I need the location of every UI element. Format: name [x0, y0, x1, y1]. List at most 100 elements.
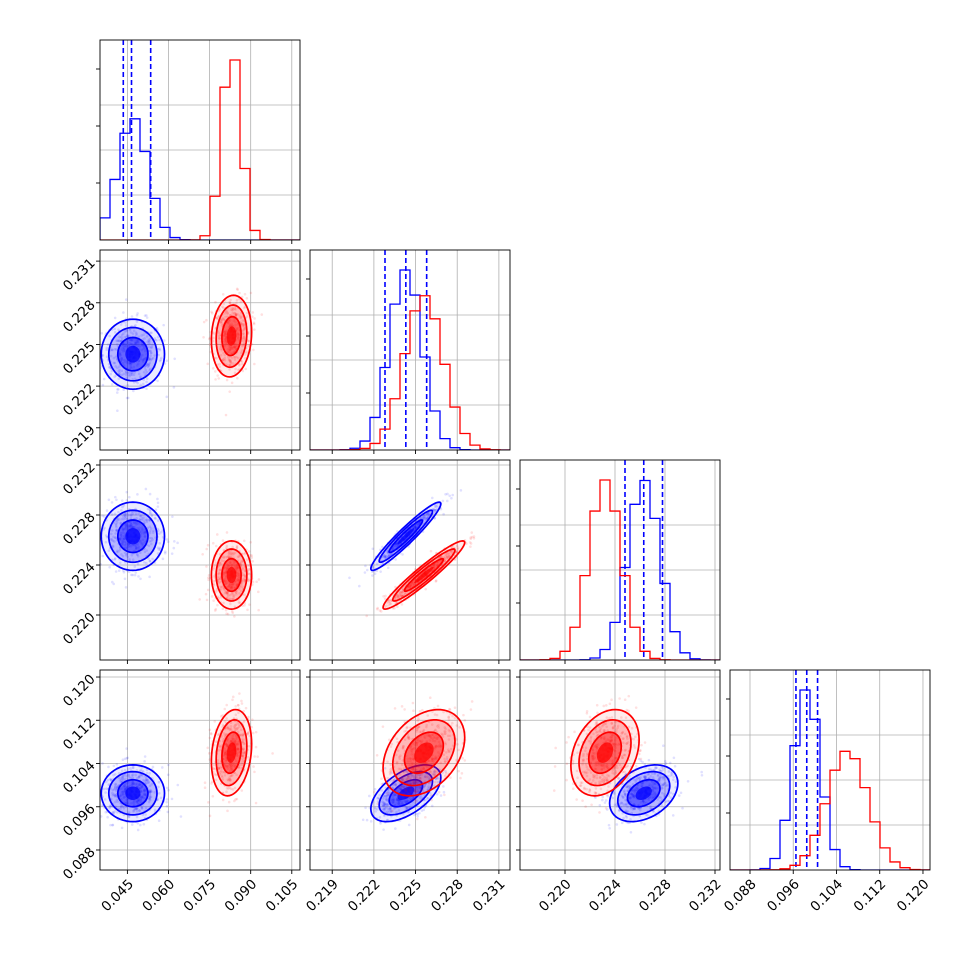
scatter-point — [397, 802, 400, 805]
scatter-point — [211, 367, 215, 370]
scatter-point — [236, 703, 240, 707]
scatter-point — [420, 773, 423, 777]
scatter-point — [419, 777, 423, 780]
scatter-point — [416, 817, 419, 821]
scatter-point — [469, 545, 472, 548]
scatter-point — [218, 347, 222, 350]
scatter-point — [229, 739, 233, 743]
scatter-point — [127, 362, 131, 365]
scatter-point — [150, 331, 153, 335]
scatter-point — [120, 337, 124, 341]
scatter-point — [410, 757, 413, 761]
scatter-point — [256, 755, 259, 758]
scatter-point — [633, 807, 637, 811]
scatter-point — [442, 785, 445, 788]
scatter-point — [416, 778, 420, 782]
scatter-point — [451, 493, 455, 497]
scatter-point — [142, 789, 146, 793]
scatter-point — [148, 525, 152, 529]
scatter-point — [129, 523, 133, 526]
scatter-point — [421, 708, 424, 712]
scatter-point — [216, 374, 219, 377]
scatter-point — [228, 779, 232, 782]
scatter-point — [414, 798, 418, 802]
scatter-point — [218, 365, 222, 368]
scatter-point — [147, 544, 151, 548]
scatter-point — [417, 717, 420, 721]
scatter-point — [212, 767, 215, 770]
scatter-point — [121, 343, 125, 346]
contour-line-0 — [100, 501, 166, 572]
scatter-point — [224, 579, 228, 583]
scatter-point — [450, 546, 454, 549]
scatter-point — [237, 765, 241, 769]
scatter-point — [225, 742, 228, 746]
scatter-point — [238, 592, 241, 595]
scatter-point — [127, 815, 131, 818]
scatter-point — [118, 354, 121, 357]
scatter-point — [149, 795, 153, 799]
scatter-point — [143, 530, 146, 534]
scatter-point — [129, 362, 133, 365]
scatter-point — [115, 529, 118, 533]
scatter-point — [135, 782, 139, 786]
scatter-point — [233, 307, 237, 311]
scatter-point — [238, 314, 242, 317]
scatter-point — [424, 761, 427, 764]
scatter-point — [219, 562, 223, 565]
scatter-point — [143, 521, 146, 524]
scatter-point — [253, 328, 256, 331]
scatter-point — [123, 360, 127, 364]
scatter-point — [409, 745, 412, 749]
scatter-point — [435, 792, 439, 796]
scatter-point — [243, 751, 246, 754]
scatter-point — [390, 809, 393, 813]
scatter-point — [226, 727, 229, 730]
scatter-point — [659, 775, 662, 779]
scatter-point — [243, 742, 246, 746]
scatter-point — [397, 800, 401, 804]
scatter-point — [235, 565, 239, 568]
scatter-point — [115, 339, 118, 343]
scatter-point — [119, 804, 123, 808]
scatter-point — [218, 766, 222, 769]
scatter-point — [120, 775, 124, 778]
scatter-point — [233, 740, 237, 743]
scatter-point — [232, 561, 236, 564]
scatter-point — [224, 338, 227, 341]
scatter-point — [663, 762, 667, 766]
scatter-point — [253, 362, 256, 366]
scatter-point — [631, 794, 635, 798]
scatter-point — [624, 809, 628, 812]
scatter-point — [440, 732, 443, 736]
scatter-point — [412, 753, 415, 756]
scatter-point — [460, 772, 464, 775]
scatter-point — [120, 535, 123, 539]
scatter-point — [128, 361, 132, 365]
scatter-point — [122, 388, 125, 392]
scatter-point — [439, 761, 443, 765]
scatter-point — [127, 543, 130, 546]
scatter-point — [249, 554, 252, 557]
scatter-point — [163, 551, 167, 555]
scatter-point — [401, 591, 404, 594]
scatter-point — [122, 534, 126, 538]
scatter-point — [425, 762, 429, 765]
scatter-point — [247, 731, 250, 734]
scatter-point — [118, 518, 121, 521]
scatter-point — [235, 328, 238, 331]
scatter-point — [111, 793, 115, 797]
scatter-point — [126, 527, 129, 530]
scatter-point — [225, 567, 228, 571]
contour-line-1 — [382, 708, 466, 797]
scatter-point — [145, 549, 149, 552]
scatter-point — [121, 793, 125, 796]
scatter-point — [132, 389, 135, 393]
scatter-point — [456, 743, 459, 746]
scatter-point — [406, 757, 409, 761]
scatter-point — [138, 518, 141, 521]
scatter-point — [383, 605, 387, 608]
scatter-point — [229, 364, 232, 367]
scatter-point — [444, 751, 448, 754]
panel-frame — [99, 249, 301, 451]
